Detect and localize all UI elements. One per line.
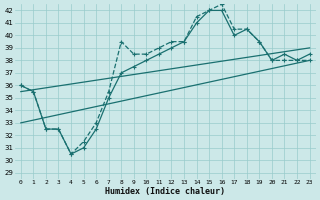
X-axis label: Humidex (Indice chaleur): Humidex (Indice chaleur) [105, 187, 225, 196]
